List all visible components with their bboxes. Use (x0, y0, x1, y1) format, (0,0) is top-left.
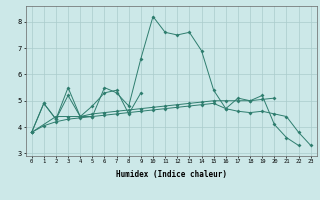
X-axis label: Humidex (Indice chaleur): Humidex (Indice chaleur) (116, 170, 227, 179)
